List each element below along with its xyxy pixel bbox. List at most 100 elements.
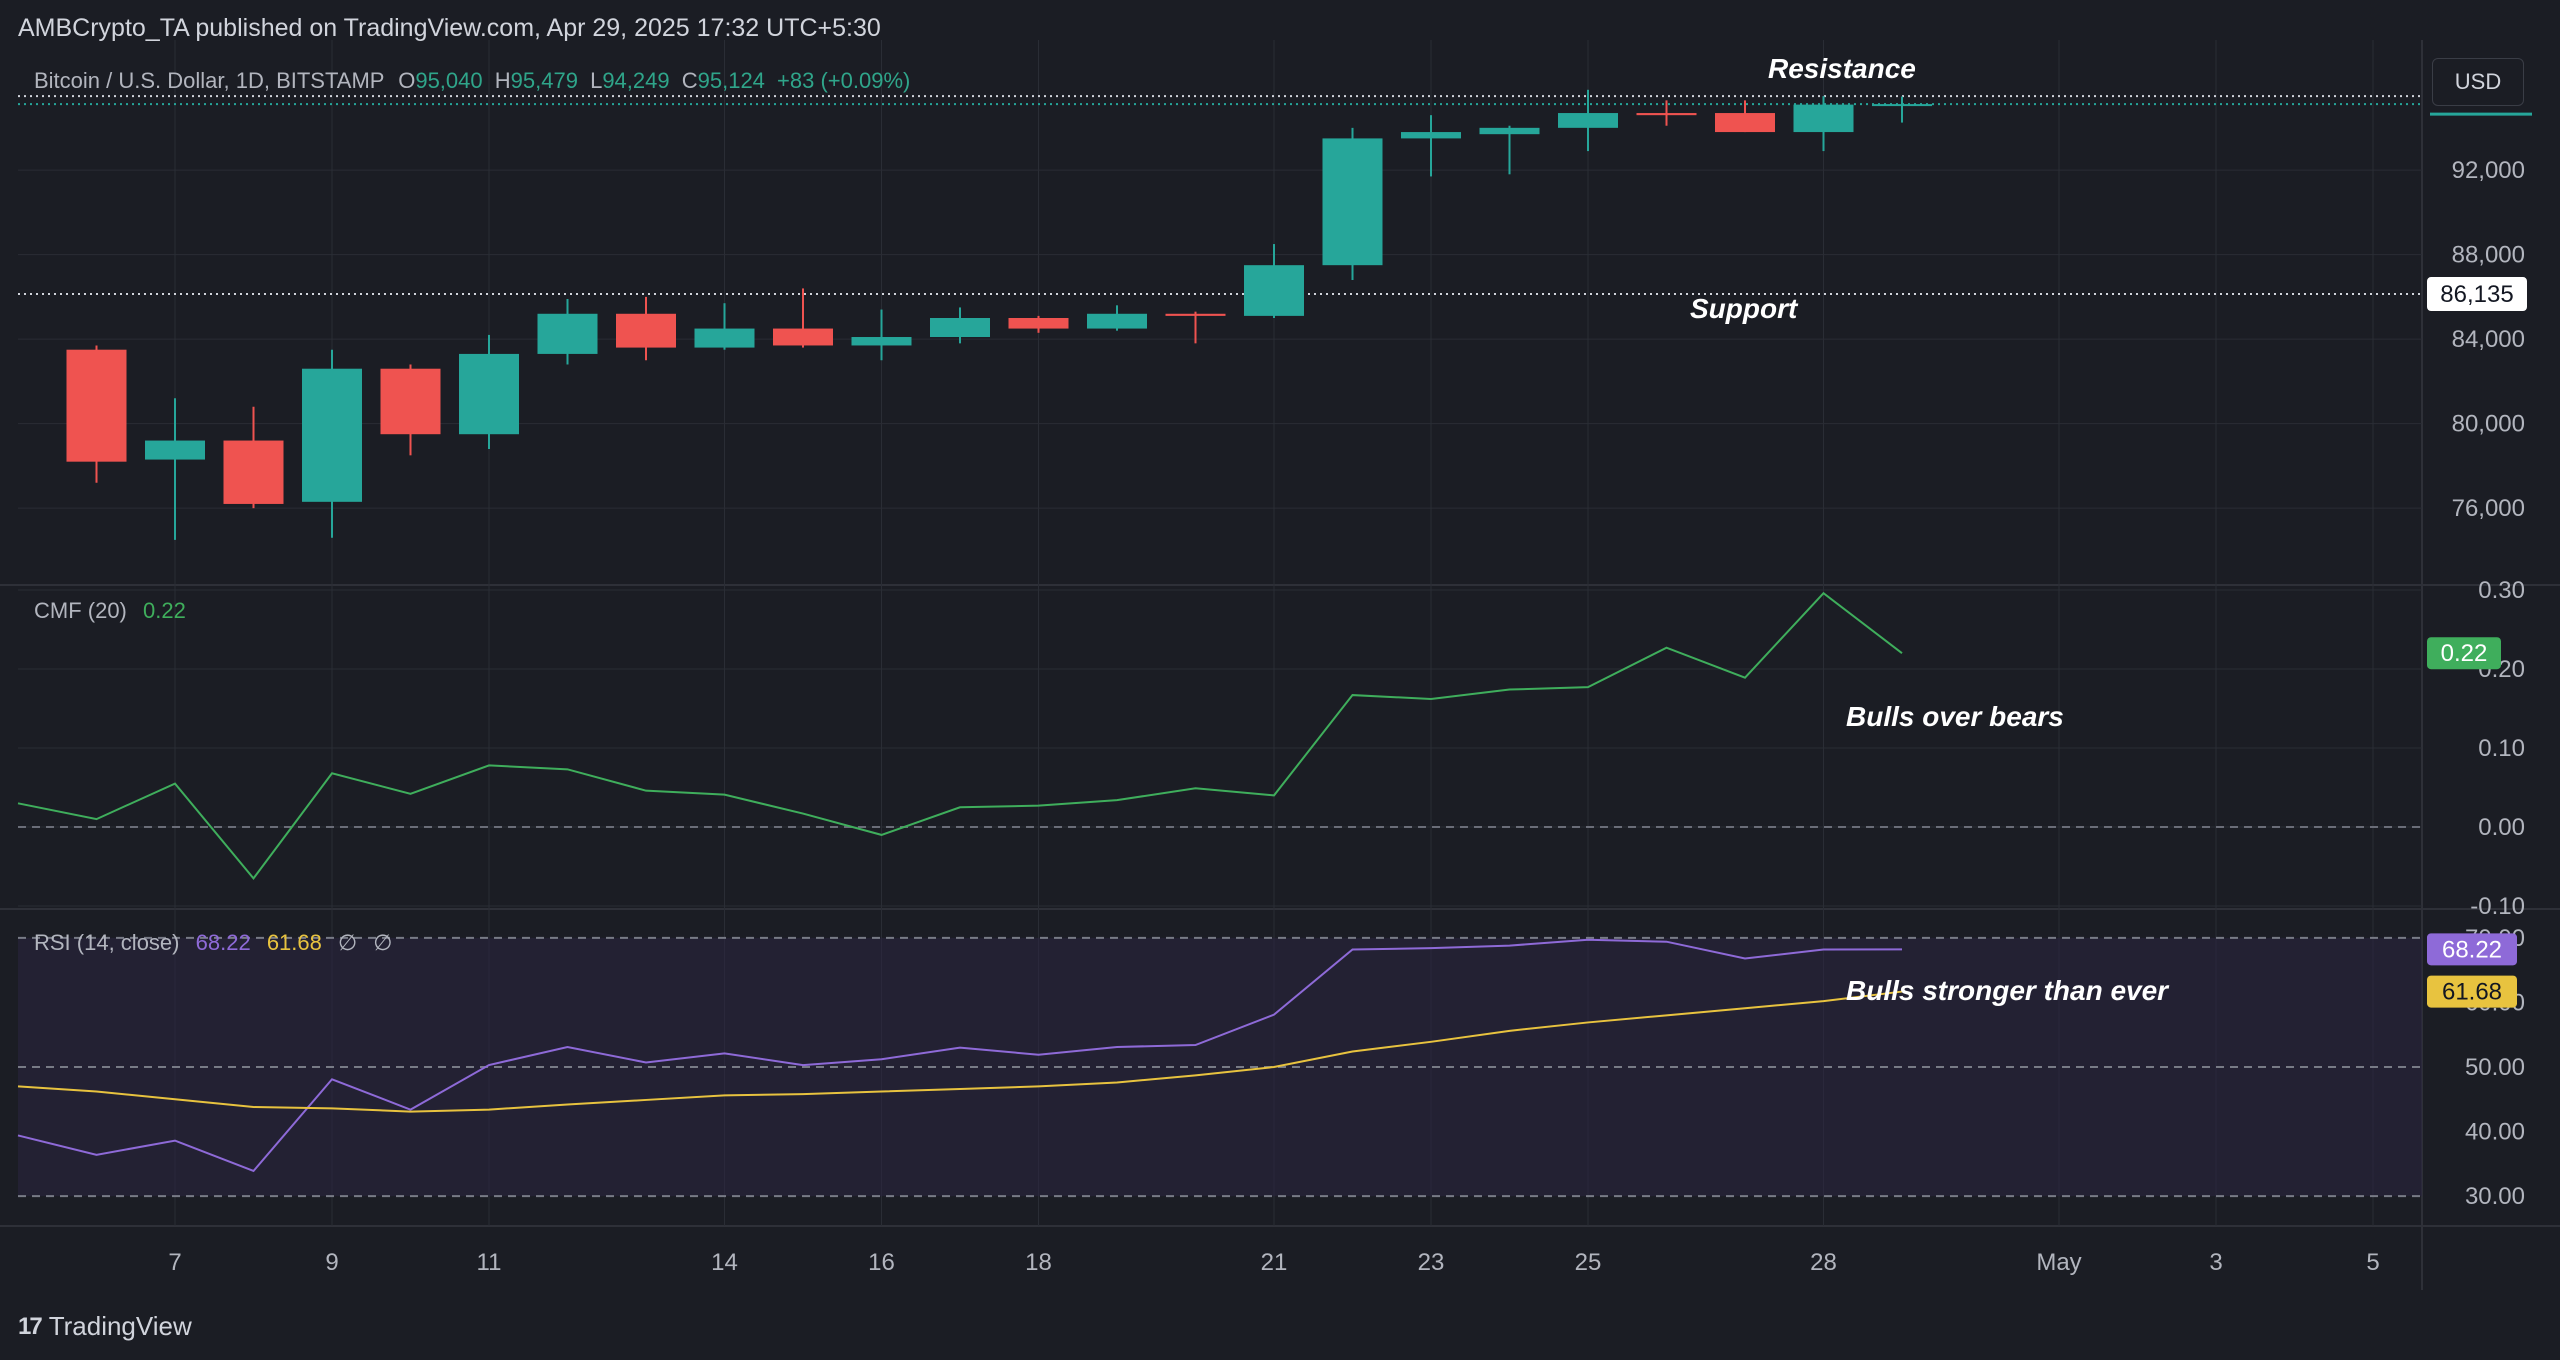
candle-body	[1636, 113, 1697, 116]
candle	[1008, 315, 1069, 333]
candle	[616, 296, 676, 361]
cmf-legend[interactable]: CMF (20) 0.22	[34, 598, 186, 624]
candle	[537, 298, 598, 365]
currency-button[interactable]: USD	[2432, 58, 2524, 106]
cmf-annotation: Bulls over bears	[1846, 701, 2064, 732]
rsi-legend[interactable]: RSI (14, close) 68.22 61.68 ∅ ∅	[34, 930, 392, 956]
candle	[1479, 125, 1540, 175]
candle	[694, 303, 755, 350]
rsi-na-1: ∅	[338, 930, 358, 955]
date-tick-label: 3	[2209, 1249, 2222, 1276]
cmf-tick-label: -0.10	[2470, 893, 2525, 920]
candle-body	[1008, 318, 1069, 329]
cmf-tick-label: 0.00	[2478, 814, 2525, 841]
price-tick-label: 76,000	[2452, 495, 2525, 522]
date-tick-label: 14	[711, 1249, 738, 1276]
cmf-tick-label: 0.30	[2478, 577, 2525, 604]
price-legend[interactable]: Bitcoin / U.S. Dollar, 1D, BITSTAMP O95,…	[34, 68, 910, 94]
tradingview-logo[interactable]: 17 TradingView	[18, 1311, 192, 1342]
support-annotation: Support	[1690, 293, 1799, 324]
date-tick-label: 28	[1810, 1249, 1837, 1276]
candle	[1322, 127, 1383, 280]
open-label: O	[398, 68, 416, 93]
candle	[1558, 89, 1618, 152]
price-tick-label: 84,000	[2452, 326, 2525, 353]
candle	[930, 307, 990, 344]
date-tick-label: 7	[168, 1249, 181, 1276]
candle-body	[223, 440, 284, 504]
price-pane	[18, 89, 2532, 540]
support-price-label-bg	[2427, 277, 2527, 312]
date-tick-label: 21	[1261, 1249, 1288, 1276]
rsi-ma-last-label: 61.68	[2442, 979, 2502, 1006]
candle-body	[1087, 313, 1147, 329]
candle-body	[1872, 104, 1932, 107]
high-label: H	[494, 68, 511, 93]
symbol-label: Bitcoin / U.S. Dollar, 1D, BITSTAMP	[34, 68, 385, 93]
close-value: 95,124	[697, 68, 765, 93]
candle-body	[851, 337, 912, 346]
tradingview-label: TradingView	[48, 1311, 192, 1341]
candle-body	[1322, 138, 1383, 266]
candle	[380, 364, 441, 456]
rsi-na-2: ∅	[373, 930, 393, 955]
date-tick-label: 16	[868, 1249, 895, 1276]
date-tick-label: May	[2036, 1249, 2081, 1276]
candle	[1401, 115, 1461, 177]
candle-body	[1165, 313, 1226, 316]
candle	[459, 334, 519, 449]
date-tick-label: 23	[1418, 1249, 1445, 1276]
tradingview-icon: 17	[18, 1312, 43, 1340]
candle	[773, 288, 833, 348]
resistance-annotation: Resistance	[1768, 53, 1916, 84]
rsi-tick-label: 30.00	[2465, 1183, 2525, 1210]
cmf-line	[17, 591, 1903, 880]
price-tick-label: 88,000	[2452, 242, 2525, 269]
candle	[1715, 100, 1775, 133]
candle-body	[459, 353, 519, 435]
candle-body	[302, 368, 362, 502]
candle	[1165, 311, 1226, 344]
date-tick-label: 11	[477, 1249, 502, 1276]
candle	[66, 345, 127, 483]
open-value: 95,040	[415, 68, 483, 93]
publisher-header: AMBCrypto_TA published on TradingView.co…	[18, 14, 881, 42]
close-label: C	[681, 68, 698, 93]
candle-body	[537, 313, 598, 354]
candle	[223, 406, 284, 509]
change-value: +83 (+0.09%)	[777, 68, 911, 93]
candle-body	[616, 313, 676, 348]
rsi-line	[17, 938, 1903, 1173]
cmf-value: 0.22	[143, 598, 186, 623]
low-value: 94,249	[602, 68, 670, 93]
rsi-ma-value: 61.68	[266, 930, 322, 955]
candle-body	[930, 318, 990, 338]
date-tick-label: 18	[1025, 1249, 1052, 1276]
candle	[1793, 96, 1854, 152]
candle	[1872, 96, 1932, 123]
candle	[145, 398, 205, 540]
cmf-tick-label: 0.10	[2478, 735, 2525, 762]
candle-body	[1401, 132, 1461, 139]
cmf-last-label-bg	[2427, 637, 2501, 670]
rsi-value: 68.22	[195, 930, 251, 955]
rsi-ma-last-label-bg	[2427, 975, 2517, 1008]
candle-body	[1558, 113, 1618, 128]
rsi-tick-label: 40.00	[2465, 1119, 2525, 1146]
rsi-ma-line	[17, 990, 1903, 1113]
rsi-pane	[17, 936, 2422, 1198]
high-value: 95,479	[510, 68, 578, 93]
candle	[1244, 244, 1304, 318]
axis-layer: 92,000 88,000 84,000 80,000 76,000 86,135 0.30…	[168, 157, 2527, 1276]
candle-body	[1244, 265, 1304, 316]
low-label: L	[590, 68, 603, 93]
rsi-name: RSI (14, close)	[34, 930, 180, 955]
candle	[1636, 100, 1697, 126]
date-tick-label: 25	[1575, 1249, 1602, 1276]
cmf-last-label: 0.22	[2441, 640, 2488, 667]
candle-body	[66, 349, 127, 462]
date-tick-label: 9	[325, 1249, 338, 1276]
rsi-last-label: 68.22	[2442, 936, 2502, 963]
